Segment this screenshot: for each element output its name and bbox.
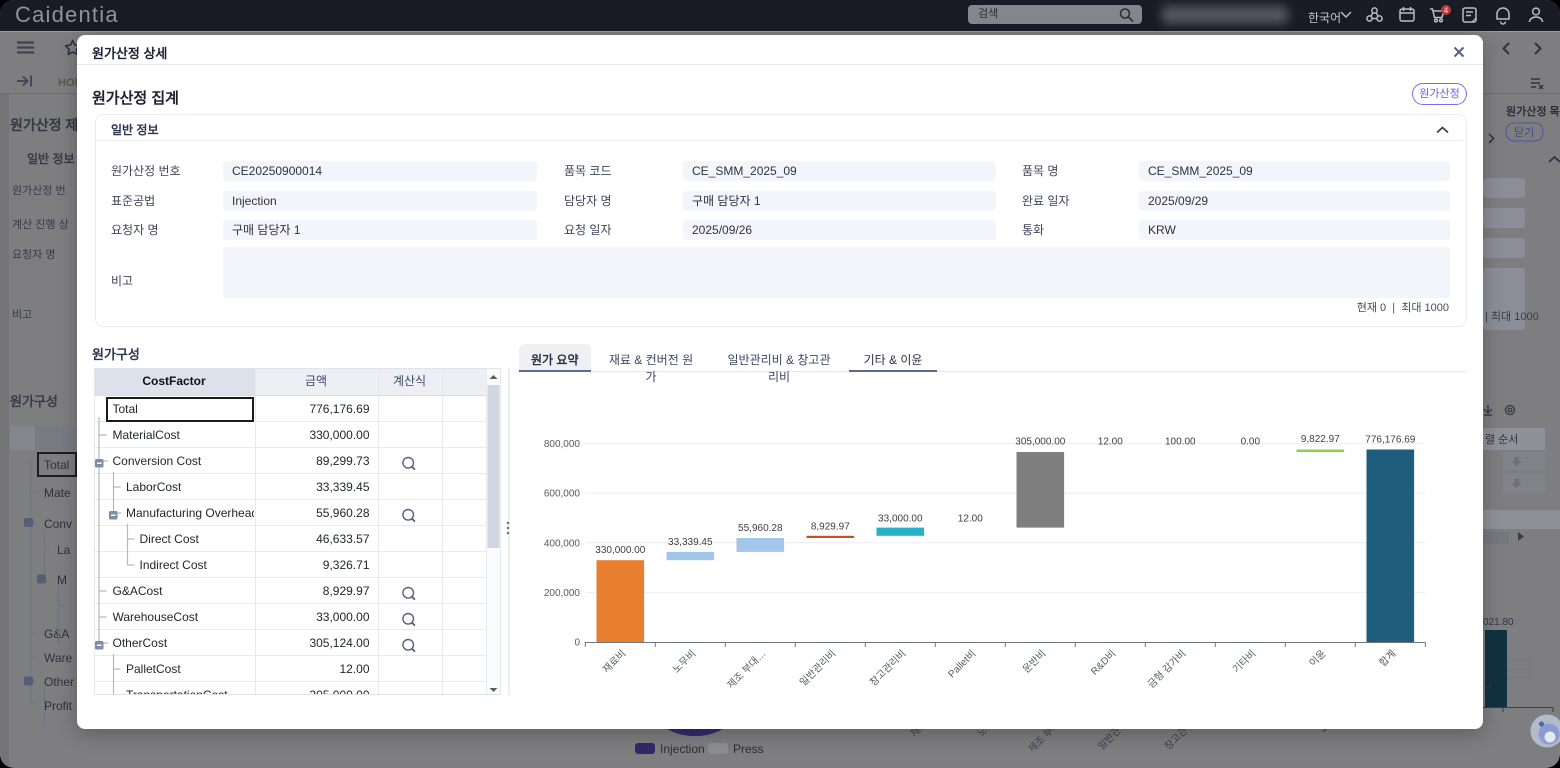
svg-text:운반비: 운반비 [1020, 648, 1048, 676]
svg-text:금형 감가비: 금형 감가비 [1145, 648, 1188, 691]
svg-text:776,176.69: 776,176.69 [1365, 435, 1415, 446]
svg-text:8,929.97: 8,929.97 [811, 522, 850, 533]
svg-text:재료비: 재료비 [600, 648, 628, 676]
svg-text:렬 순서: 렬 순서 [1485, 433, 1518, 446]
svg-text:| 최대 1000: | 최대 1000 [1485, 310, 1539, 323]
svg-text:400,000: 400,000 [544, 538, 581, 549]
svg-text:0: 0 [574, 638, 580, 649]
svg-text:330,000.00: 330,000.00 [595, 545, 645, 556]
svg-text:0.00: 0.00 [1241, 437, 1261, 448]
svg-text:Pallet비: Pallet비 [946, 648, 979, 681]
svg-text:합계: 합계 [1377, 648, 1399, 670]
svg-text:200,000: 200,000 [544, 588, 581, 599]
svg-text:12.00: 12.00 [958, 514, 983, 525]
svg-text:창고관리비: 창고관리비 [867, 648, 908, 689]
svg-text:100.00: 100.00 [1165, 437, 1196, 448]
svg-text:600,000: 600,000 [544, 489, 581, 500]
svg-text:33,339.45: 33,339.45 [668, 537, 713, 548]
svg-text:800,000: 800,000 [544, 439, 581, 450]
svg-text:닫기: 닫기 [1514, 126, 1534, 139]
svg-text:이윤: 이윤 [1307, 648, 1329, 670]
svg-text:305,000.00: 305,000.00 [1015, 437, 1065, 448]
svg-text:노무비: 노무비 [670, 648, 698, 676]
svg-text:4: 4 [1444, 6, 1449, 15]
svg-text:9,822.97: 9,822.97 [1301, 434, 1340, 445]
svg-text:33,000.00: 33,000.00 [878, 514, 923, 525]
svg-text:원가산정 목록: 원가산정 목록 [1506, 104, 1560, 118]
svg-text:기타비: 기타비 [1230, 648, 1258, 676]
svg-text:55,960.28: 55,960.28 [738, 523, 783, 534]
svg-text:제조 부대…: 제조 부대… [725, 648, 769, 692]
svg-text:12.00: 12.00 [1098, 437, 1123, 448]
svg-text:일반관리비: 일반관리비 [797, 648, 838, 689]
svg-text:021.80: 021.80 [1483, 617, 1514, 628]
svg-text:R&D비: R&D비 [1088, 648, 1118, 678]
